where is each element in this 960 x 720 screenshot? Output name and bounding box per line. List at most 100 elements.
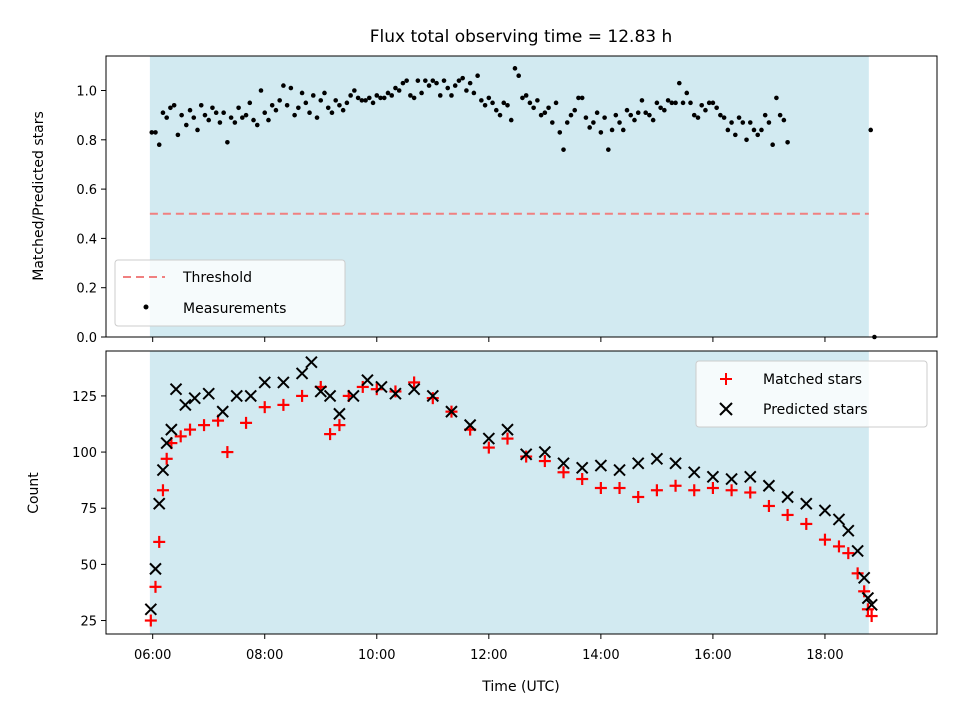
matched-star-marker [842,547,855,560]
measurement-point [464,88,469,93]
measurement-point [665,98,671,103]
measurement-point [314,115,320,120]
measurement-point [490,100,495,106]
predicted-star-marker [594,459,608,472]
measurement-point [183,122,189,128]
measurement-point [187,107,193,113]
measurement-point [695,115,701,120]
predicted-star-marker [538,445,552,459]
top-y-tick-label: 0.4 [76,232,97,247]
measurement-point [680,100,686,106]
bottom-x-tick-label: 16:00 [694,648,731,663]
predicted-star-marker [144,603,158,616]
measurement-point [411,95,417,101]
measurement-point [232,120,238,125]
matched-star-marker [296,389,309,402]
measurement-point [149,130,155,135]
measurement-point [598,130,604,135]
measurement-point [171,102,177,108]
measurement-point [415,78,421,83]
predicted-star-marker [613,463,626,477]
measurement-point [606,147,611,152]
predicted-star-marker [669,457,682,470]
measurement-point [475,73,480,79]
predicted-star-marker [347,389,360,403]
matched-star-marker [501,432,514,445]
measurement-point [706,100,712,106]
bottom-legend: Matched stars Predicted stars [695,360,928,428]
measurement-point [202,112,208,118]
predicted-star-marker [482,432,496,445]
measurement-point [333,98,338,103]
measurement-point [322,90,327,96]
measurement-point [639,98,645,103]
measurement-points [149,66,877,340]
bottom-y-tick-label: 50 [80,558,97,573]
predicted-star-marker [389,387,402,400]
top-y-axis: 0.0 0.2 0.4 0.6 0.8 1.0 [76,85,106,346]
measurement-point [393,85,398,91]
measurement-point [617,120,622,125]
predicted-star-marker [575,461,589,475]
matched-star-marker [149,580,162,593]
matched-star-marker [576,473,589,486]
measurement-point [355,95,361,101]
legend-matched-swatch [720,373,732,385]
measurement-point [620,127,626,133]
predicted-star-marker [295,367,309,380]
measurement-point [299,90,305,96]
measurement-point [254,122,260,128]
legend-matched-label: Matched stars [763,372,862,388]
measurement-point [179,112,184,118]
predicted-star-marker [762,479,776,492]
measurement-point [228,115,234,120]
matched-star-marker [669,479,682,492]
matched-star-marker [800,517,813,530]
bottom-x-tick-label: 10:00 [358,648,395,663]
measurement-point [523,93,529,98]
predicted-star-marker [375,380,388,394]
matched-star-marker [160,452,173,465]
measurement-point [385,90,391,96]
matched-star-marker [762,499,775,512]
predicted-star-marker [557,457,570,470]
top-chart-title: Flux total observing time = 12.83 h [370,27,673,47]
measurement-point [673,100,678,106]
measurement-point [512,66,518,71]
measurement-point [482,102,488,108]
measurement-point [160,110,166,115]
predicted-star-marker [781,490,794,504]
legend-measurements-swatch [143,304,149,310]
matched-star-marker [324,428,337,441]
predicted-star-marker [179,398,192,412]
measurement-point [762,112,768,118]
predicted-star-marker [463,418,477,432]
predicted-star-marker [445,405,458,418]
measurement-point [658,105,663,111]
predicted-star-marker [744,470,757,483]
measurement-point [426,83,432,88]
measurement-point [785,139,790,145]
measurement-point [367,95,372,101]
bottom-y-tick-label: 125 [72,390,97,405]
measurement-point [400,80,406,86]
bottom-x-tick-label: 12:00 [470,648,507,663]
measurement-point [198,102,204,108]
measurement-point [736,115,742,120]
bottom-x-tick-label: 18:00 [806,648,843,663]
measurement-point [587,125,592,130]
measurement-point [572,107,578,113]
measurement-point [643,110,648,115]
predicted-star-marker [314,385,327,398]
measurement-point [676,80,682,86]
measurement-point [396,88,402,93]
measurement-point [363,98,368,103]
measurement-point [164,115,169,120]
predicted-star-marker [851,544,864,558]
measurement-point [325,105,331,111]
legend-predicted-swatch [719,402,733,416]
measurement-point [770,142,775,148]
measurement-point [303,100,309,106]
measurement-point [714,105,719,111]
measurement-point [471,90,477,96]
